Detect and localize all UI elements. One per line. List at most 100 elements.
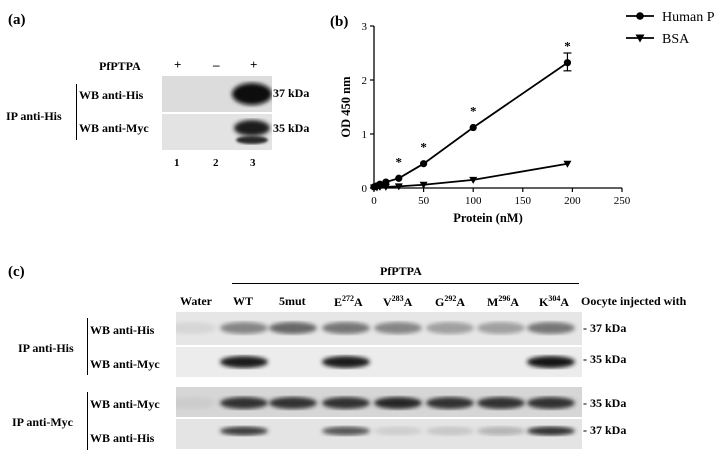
mw-37-label: 37 kDa: [273, 86, 310, 100]
lane-label-m296a: M296A: [487, 294, 519, 309]
wb-anti-myc-label-c1: WB anti-Myc: [90, 357, 160, 371]
wb-anti-myc-label: WB anti-Myc: [79, 121, 149, 135]
x-tick-label: 200: [564, 195, 581, 207]
lane-label-e272a: E272A: [334, 294, 363, 309]
band-c-row1-lane6: [426, 322, 474, 334]
band-c-row4-lane7: [477, 426, 525, 436]
legend-label-bsa: BSA: [662, 32, 690, 47]
lane-number-1: 1: [174, 157, 180, 169]
ip-anti-myc-label-c: IP anti-Myc: [12, 415, 73, 429]
lane-sign-1: +: [174, 57, 182, 72]
bsa-point: [469, 176, 478, 184]
band-c-row1-lane1: [176, 322, 216, 334]
significance-star: *: [420, 140, 427, 155]
bsa-point: [394, 183, 403, 191]
band-a-his-lane3: [232, 83, 272, 105]
x-tick-label: 50: [418, 195, 430, 207]
mw-c-1: - 37 kDa: [583, 321, 627, 335]
band-a-myc-lane3: [234, 120, 270, 136]
significance-star: *: [564, 39, 571, 54]
pp2a-point: [469, 123, 477, 132]
wb-anti-myc-label-c2: WB anti-Myc: [90, 397, 160, 411]
band-c-row1-lane3: [269, 322, 317, 334]
band-c-row3-lane6: [426, 397, 474, 409]
mw-35-label: 35 kDa: [273, 121, 310, 135]
wb-anti-his-label: WB anti-His: [79, 88, 144, 102]
bracket-line-c2: [87, 392, 88, 450]
x-tick-label: 0: [371, 195, 377, 207]
lane-sign-2: –: [213, 57, 220, 72]
mw-c-4: - 37 kDa: [583, 423, 627, 437]
band-c-row3-lane2: [220, 397, 268, 409]
y-tick-label: 2: [362, 75, 368, 87]
band-c-row4-lane8: [527, 426, 575, 436]
panel-b-tag: (b): [330, 14, 349, 30]
band-c-row1-lane8: [527, 322, 575, 334]
y-tick-label: 1: [362, 129, 368, 141]
lane-label-k304a: K304A: [539, 294, 570, 309]
panel-c-blot: [176, 312, 582, 449]
band-c-row2-lane8: [527, 356, 575, 368]
wb-anti-his-label-c2: WB anti-His: [90, 431, 155, 445]
legend-marker-bsa: [635, 34, 645, 43]
lane-label-v283a: V283A: [383, 294, 413, 309]
significance-star: *: [470, 104, 477, 119]
band-c-row1-lane4: [322, 322, 370, 334]
band-c-row3-lane1: [176, 397, 216, 409]
band-a-myc-lane3-lower: [236, 136, 268, 144]
band-c-row3-lane5: [374, 397, 422, 409]
y-tick-label: 3: [362, 21, 368, 33]
od-chart: 0 50 100 150 200 250 0 1 2 3 Protein (nM) OD 450 nm…: [339, 10, 714, 225]
band-c-row4-lane5: [374, 426, 422, 436]
band-c-row1-lane7: [477, 322, 525, 334]
lane-label-g292a: G292A: [435, 294, 466, 309]
wb-anti-his-label-c1: WB anti-His: [90, 323, 155, 337]
band-c-row4-lane6: [426, 426, 474, 436]
mw-c-3: - 35 kDa: [583, 396, 627, 410]
band-c-row1-lane5: [374, 322, 422, 334]
legend-marker-pp2a: [636, 12, 644, 20]
bsa-point: [381, 183, 390, 191]
band-c-row2-lane4: [322, 356, 370, 368]
legend-label-pp2a: Human PP2A: [662, 10, 714, 25]
y-axis-title: OD 450 nm: [339, 76, 353, 138]
mw-c-2: - 35 kDa: [583, 352, 627, 366]
lane-label-wt: WT: [233, 294, 254, 308]
significance-star: *: [396, 154, 403, 169]
lane-number-3: 3: [250, 157, 256, 169]
panel-a-tag: (a): [8, 12, 26, 28]
lane-label-5mut: 5mut: [279, 294, 306, 308]
band-c-row2-lane2: [220, 356, 268, 368]
pfptpa-group-label: PfPTPA: [380, 264, 422, 278]
x-axis-title: Protein (nM): [453, 211, 523, 225]
band-c-row3-lane7: [477, 397, 525, 409]
band-c-row3-lane3: [269, 397, 317, 409]
panel-a-blot: [162, 76, 272, 150]
band-c-row4-lane2: [220, 426, 268, 436]
band-c-row3-lane4: [322, 397, 370, 409]
band-c-row4-lane4: [322, 426, 370, 436]
bracket-line-c1: [87, 318, 88, 375]
ip-anti-his-label: IP anti-His: [6, 109, 62, 123]
lane-sign-3: +: [250, 57, 258, 72]
oocyte-label: Oocyte injected with: [581, 294, 687, 308]
bracket-line: [76, 84, 77, 140]
pfptpa-label: PfPTPA: [99, 59, 141, 73]
lane-number-2: 2: [213, 157, 219, 169]
group-underline: [232, 283, 579, 284]
x-tick-label: 250: [614, 195, 631, 207]
y-tick-label: 0: [362, 183, 368, 195]
bsa-point: [419, 181, 428, 189]
panel-c-tag: (c): [8, 264, 25, 280]
pp2a-point: [382, 178, 390, 186]
bsa-point: [563, 160, 572, 168]
band-c-row1-lane2: [220, 322, 268, 334]
lane-label-water: Water: [180, 294, 212, 308]
ip-anti-his-label-c: IP anti-His: [18, 341, 74, 355]
pp2a-point: [420, 160, 428, 168]
x-tick-label: 100: [465, 195, 482, 207]
pp2a-point: [395, 174, 403, 182]
band-c-row3-lane8: [527, 397, 575, 409]
x-tick-label: 150: [515, 195, 532, 207]
bsa-point: [375, 183, 384, 191]
